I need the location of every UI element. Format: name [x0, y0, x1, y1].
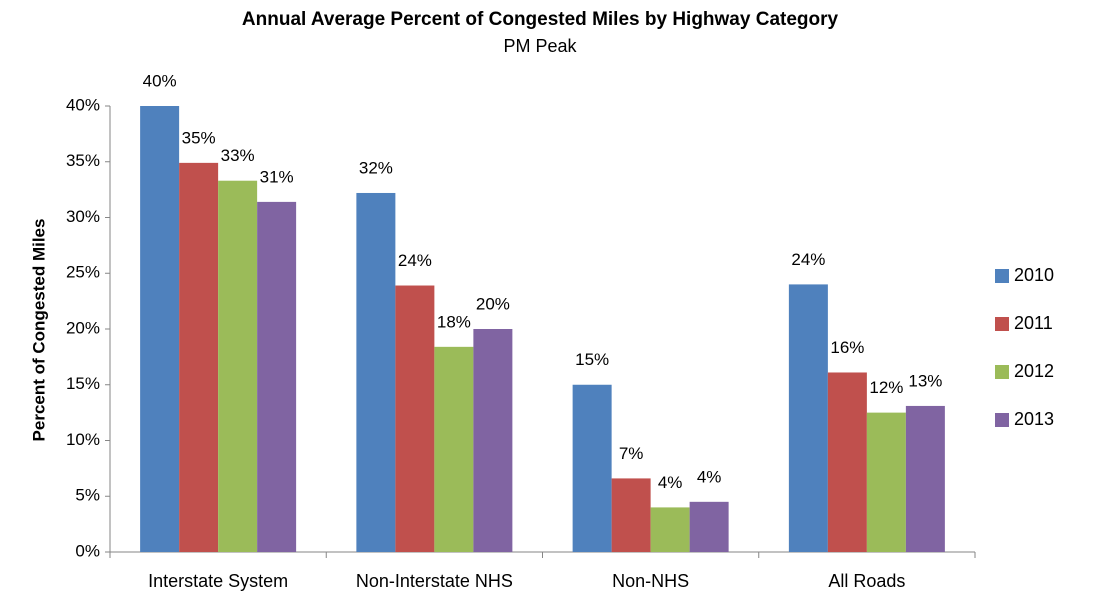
y-tick-label: 5% [75, 486, 100, 505]
value-label: 32% [359, 158, 393, 177]
value-label: 24% [791, 250, 825, 269]
value-label: 4% [697, 467, 722, 486]
value-label: 33% [221, 146, 255, 165]
legend-label: 2013 [1014, 409, 1054, 429]
y-tick-label: 15% [66, 374, 100, 393]
x-tick-label: Non-Interstate NHS [356, 571, 513, 591]
value-label: 12% [869, 378, 903, 397]
y-tick-label: 40% [66, 95, 100, 114]
bar [140, 106, 180, 552]
x-tick-label: Non-NHS [612, 571, 689, 591]
y-tick-label: 10% [66, 430, 100, 449]
y-axis-label: Percent of Congested Miles [29, 219, 48, 442]
legend-swatch [995, 269, 1009, 283]
legend-swatch [995, 413, 1009, 427]
chart-subtitle: PM Peak [503, 36, 577, 56]
x-tick-label: All Roads [828, 571, 905, 591]
bar [866, 412, 906, 552]
bar [689, 501, 729, 552]
bar [434, 346, 474, 552]
y-tick-label: 20% [66, 318, 100, 337]
value-label: 16% [830, 338, 864, 357]
x-tick-label: Interstate System [148, 571, 288, 591]
value-label: 31% [260, 167, 294, 186]
bar [611, 478, 651, 552]
legend-swatch [995, 365, 1009, 379]
bar [650, 507, 690, 552]
value-label: 7% [619, 444, 644, 463]
y-tick-label: 30% [66, 207, 100, 226]
bar [473, 329, 513, 552]
value-label: 4% [658, 473, 683, 492]
y-tick-label: 25% [66, 263, 100, 282]
bar [788, 284, 828, 552]
bar [395, 285, 435, 552]
value-label: 35% [182, 128, 216, 147]
bar [257, 201, 297, 552]
bar [572, 384, 612, 552]
bar [356, 192, 396, 552]
chart-title: Annual Average Percent of Congested Mile… [242, 9, 839, 30]
legend-label: 2012 [1014, 361, 1054, 381]
y-tick-label: 0% [75, 541, 100, 560]
legend-label: 2010 [1014, 265, 1054, 285]
legend-label: 2011 [1014, 313, 1053, 333]
legend-swatch [995, 317, 1009, 331]
value-label: 13% [908, 371, 942, 390]
bar [905, 405, 945, 552]
value-label: 15% [575, 350, 609, 369]
value-label: 40% [143, 71, 177, 90]
value-label: 18% [437, 312, 471, 331]
bar [179, 162, 219, 553]
value-label: 20% [476, 294, 510, 313]
y-tick-label: 35% [66, 151, 100, 170]
bar [827, 372, 867, 552]
value-label: 24% [398, 251, 432, 270]
bar [218, 180, 258, 552]
